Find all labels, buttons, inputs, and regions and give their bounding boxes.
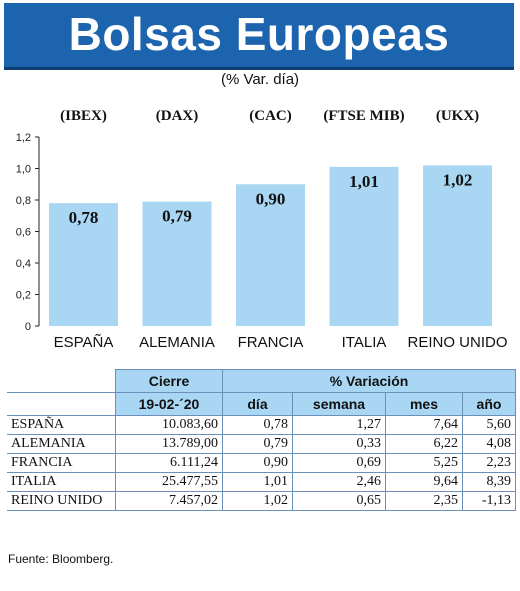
index-code-label: (CAC): [249, 108, 292, 124]
chart-title: Bolsas Europeas: [68, 8, 450, 60]
row-dia: 1,02: [222, 491, 293, 511]
bar: [142, 201, 212, 326]
table-row: FRANCIA 6.111,24 0,90 0,69 5,25 2,23: [7, 453, 516, 473]
row-semana: 1,27: [292, 415, 386, 435]
y-tick-label: 0,2: [16, 290, 31, 302]
bar: [236, 184, 305, 326]
row-mes: 5,25: [385, 453, 463, 473]
row-country: ESPAÑA: [7, 415, 116, 435]
table-sub-header-row: 19-02-´20 día semana mes año: [7, 392, 516, 416]
header-cierre: Cierre: [115, 369, 223, 393]
y-tick-label: 0,4: [16, 258, 31, 270]
row-country: REINO UNIDO: [7, 491, 116, 511]
row-cierre: 6.111,24: [115, 453, 223, 473]
index-code-label: (IBEX): [60, 108, 107, 124]
table-row: ITALIA 25.477,55 1,01 2,46 9,64 8,39: [7, 472, 516, 492]
category-label: ALEMANIA: [139, 334, 215, 351]
table-row: ESPAÑA 10.083,60 0,78 1,27 7,64 5,60: [7, 415, 516, 435]
row-cierre: 25.477,55: [115, 472, 223, 492]
row-ano: 4,08: [462, 434, 516, 454]
bar-value-label: 0,79: [162, 207, 192, 226]
table-row: ALEMANIA 13.789,00 0,79 0,33 6,22 4,08: [7, 434, 516, 454]
bar: [49, 203, 118, 326]
empty-subheader-cell: [7, 392, 116, 416]
row-country: ITALIA: [7, 472, 116, 492]
header-date: 19-02-´20: [115, 392, 223, 416]
bar: [423, 165, 492, 326]
row-dia: 1,01: [222, 472, 293, 492]
row-ano: 8,39: [462, 472, 516, 492]
category-label: ITALIA: [342, 334, 387, 351]
bar-value-label: 1,01: [349, 172, 379, 191]
header-dia: día: [222, 392, 293, 416]
y-tick-label: 0,8: [16, 195, 31, 207]
row-mes: 6,22: [385, 434, 463, 454]
header-mes: mes: [385, 392, 463, 416]
index-code-label: (UKX): [436, 108, 479, 124]
row-dia: 0,79: [222, 434, 293, 454]
index-code-label: (DAX): [156, 108, 199, 124]
row-cierre: 13.789,00: [115, 434, 223, 454]
bar-chart: (IBEX) (DAX) (CAC) (FTSE MIB) (UKX) 0 0,2 0,4 0…: [16, 108, 508, 351]
category-label: ESPAÑA: [54, 334, 114, 351]
row-dia: 0,90: [222, 453, 293, 473]
y-tick-label: 0: [25, 321, 31, 333]
row-cierre: 10.083,60: [115, 415, 223, 435]
row-country: FRANCIA: [7, 453, 116, 473]
y-tick-label: 0,6: [16, 227, 31, 239]
bar: [329, 166, 399, 326]
y-tick-label: 1,2: [16, 132, 31, 144]
row-ano: 5,60: [462, 415, 516, 435]
row-semana: 2,46: [292, 472, 386, 492]
y-tick-label: 1,0: [16, 164, 31, 176]
bar-value-label: 0,90: [256, 189, 286, 208]
category-label: FRANCIA: [238, 334, 304, 351]
row-ano: -1,13: [462, 491, 516, 511]
header-semana: semana: [292, 392, 386, 416]
row-semana: 0,33: [292, 434, 386, 454]
bar-value-label: 1,02: [443, 170, 473, 189]
row-semana: 0,69: [292, 453, 386, 473]
row-cierre: 7.457,02: [115, 491, 223, 511]
category-label: REINO UNIDO: [407, 334, 507, 351]
index-code-label: (FTSE MIB): [323, 108, 404, 124]
table-row: REINO UNIDO 7.457,02 1,02 0,65 2,35 -1,1…: [7, 491, 516, 511]
bar-value-label: 0,78: [69, 208, 99, 227]
header-variacion: % Variación: [222, 369, 516, 393]
row-dia: 0,78: [222, 415, 293, 435]
row-ano: 2,23: [462, 453, 516, 473]
table-group-header-row: Cierre % Variación: [7, 369, 516, 393]
row-mes: 7,64: [385, 415, 463, 435]
empty-header-cell: [7, 369, 116, 393]
variation-table: Cierre % Variación 19-02-´20 día semana …: [7, 369, 516, 511]
row-mes: 9,64: [385, 472, 463, 492]
row-semana: 0,65: [292, 491, 386, 511]
row-country: ALEMANIA: [7, 434, 116, 454]
source-note: Fuente: Bloomberg.: [8, 552, 114, 566]
title-banner: Bolsas Europeas: [4, 3, 514, 70]
row-mes: 2,35: [385, 491, 463, 511]
chart-subtitle: (% Var. día): [220, 71, 300, 88]
header-ano: año: [462, 392, 516, 416]
